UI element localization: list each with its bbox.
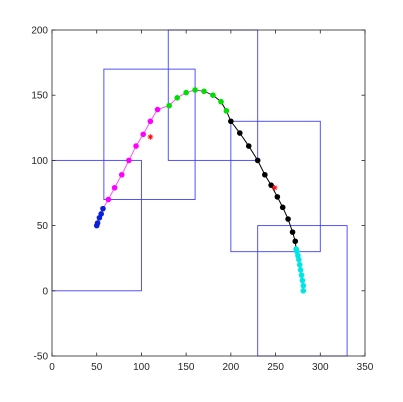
x-tick-label: 200 <box>223 362 240 373</box>
x-tick-label: 100 <box>133 362 150 373</box>
data-point <box>262 171 268 178</box>
data-point <box>210 92 216 98</box>
data-point <box>100 205 106 212</box>
centroid-marker <box>271 184 278 191</box>
plot-area <box>52 30 365 356</box>
data-point <box>133 143 139 149</box>
data-point <box>297 267 304 273</box>
y-tick-labels: -50 0 50 100 150 200 <box>31 26 48 363</box>
window-box-4 <box>230 120 321 253</box>
data-point <box>300 288 307 294</box>
data-point <box>300 282 307 289</box>
data-point <box>292 238 299 245</box>
data-point <box>98 211 104 217</box>
y-tick-label: 150 <box>31 91 48 102</box>
x-tick-label: 350 <box>357 362 374 373</box>
data-point <box>274 194 281 200</box>
data-point <box>254 157 261 164</box>
y-tick-label: 200 <box>31 26 48 37</box>
x-tick-label: 250 <box>267 362 284 373</box>
data-point <box>289 229 296 235</box>
y-tick-label: 100 <box>31 156 48 167</box>
data-point <box>285 216 291 222</box>
data-point <box>174 95 180 101</box>
data-point <box>154 106 161 113</box>
data-point <box>105 196 112 203</box>
data-point <box>140 131 147 138</box>
centroid-marker <box>147 134 154 140</box>
x-tick-label: 300 <box>312 362 329 373</box>
y-tick-label: -50 <box>34 352 49 363</box>
data-point <box>192 87 198 93</box>
data-point <box>201 88 207 95</box>
data-point <box>299 277 306 284</box>
data-point <box>111 184 118 191</box>
x-tick-label: 50 <box>91 362 103 373</box>
data-point <box>166 102 172 109</box>
data-point <box>296 261 303 268</box>
data-point <box>279 204 286 211</box>
data-point <box>296 256 302 263</box>
data-point <box>218 98 224 105</box>
data-point <box>126 157 132 164</box>
data-point <box>94 220 101 226</box>
window-box-2 <box>103 68 196 200</box>
x-tick-label: 150 <box>178 362 195 373</box>
data-point <box>237 130 243 136</box>
data-point <box>147 118 154 125</box>
x-tick-label: 0 <box>49 362 55 373</box>
y-tick-label: 0 <box>42 286 48 297</box>
data-point <box>183 89 189 96</box>
data-point <box>228 118 234 125</box>
data-point <box>118 171 125 178</box>
data-point <box>298 272 305 278</box>
y-tick-label: 50 <box>37 221 49 232</box>
data-point <box>268 182 274 188</box>
x-tick-labels: 0 50 100 150 200 250 300 350 <box>49 362 374 373</box>
centroid-markers <box>147 134 278 191</box>
trajectory-points <box>93 87 307 294</box>
data-point <box>223 108 230 114</box>
axis-ticks <box>51 29 366 357</box>
axes-frame <box>51 29 366 357</box>
window-boxes <box>51 29 348 357</box>
data-point <box>245 143 252 149</box>
